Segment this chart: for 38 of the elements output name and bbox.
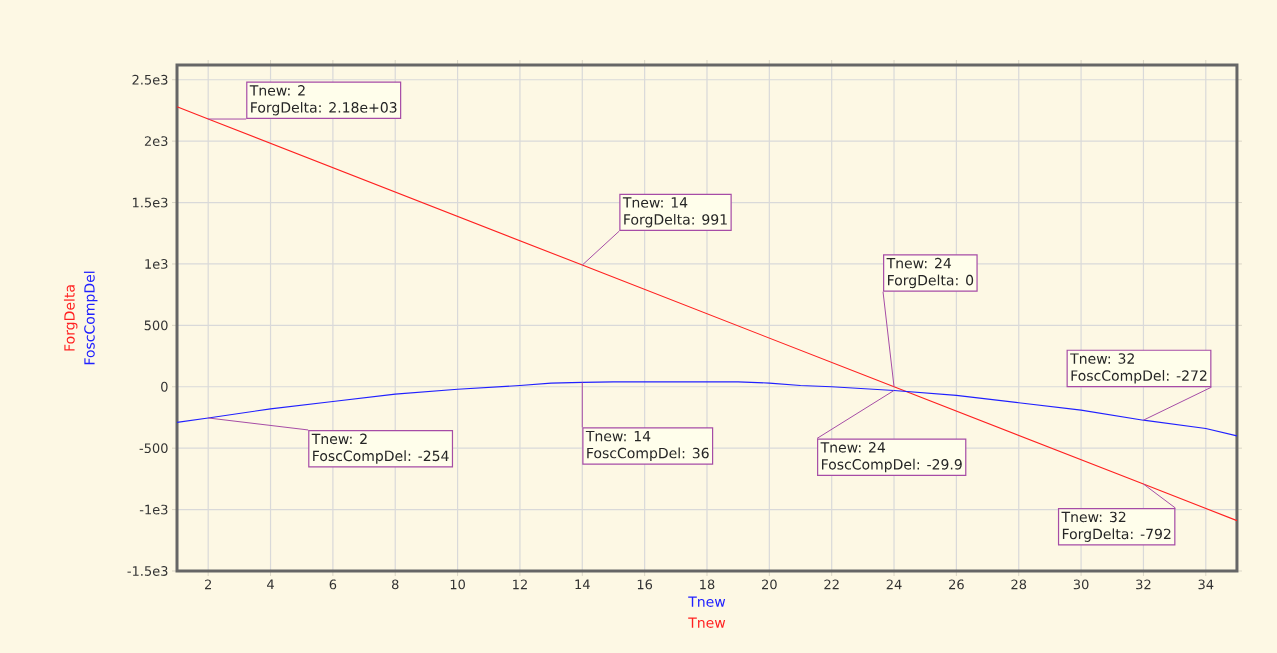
x-tick-label: 22 <box>824 579 839 590</box>
text: FoscCompDel <box>83 271 98 365</box>
x-axis-title: Tnew <box>688 596 726 607</box>
y-tick-label: -1.5e3 <box>127 566 168 576</box>
annotation: Tnew: 24 ForgDelta: 0 <box>886 257 974 289</box>
annotation: Tnew: 32 ForgDelta: -792 <box>1061 511 1171 542</box>
y-tick-label: -500 <box>139 443 168 454</box>
x-tick-label: 4 <box>267 579 274 589</box>
x-tick-label: 14 <box>575 579 590 589</box>
x-tick-label: 26 <box>949 579 964 590</box>
y-tick-label: 0 <box>161 381 168 392</box>
annotation: Tnew: 2 ForgDelta: 2.18e+03 <box>249 85 397 116</box>
annotation: Tnew: 14 ForgDelta: 991 <box>622 197 727 228</box>
y-tick-label: 1.5e3 <box>132 197 168 208</box>
y-tick-label: 2e3 <box>144 136 168 147</box>
x-tick-label: 32 <box>1136 579 1151 590</box>
y-tick-label: -1e3 <box>139 504 168 515</box>
x-tick-label: 34 <box>1198 579 1214 590</box>
x-tick-label: 10 <box>450 579 465 590</box>
x-tick-label: 18 <box>700 579 715 590</box>
y-tick-label: 500 <box>144 320 168 331</box>
annotation: Tnew: 14 FoscCompDel: 36 <box>585 430 709 462</box>
x-tick-label: 30 <box>1073 579 1089 590</box>
annotation: Tnew: 2 FoscCompDel: -254 <box>311 433 449 464</box>
x-tick-label: 2 <box>205 579 212 590</box>
x-tick-label: 28 <box>1011 579 1027 590</box>
text: ForgDelta <box>63 285 78 351</box>
x-tick-label: 24 <box>886 579 902 590</box>
x-tick-label: 6 <box>329 579 337 590</box>
x-tick-label: 8 <box>391 579 399 590</box>
x-tick-label: 12 <box>513 579 527 590</box>
y-tick-label: 2.5e3 <box>132 74 168 85</box>
x-tick-label: 20 <box>762 579 777 590</box>
text: Tnew <box>688 617 726 628</box>
annotation: Tnew: 32 FoscCompDel: -272 <box>1070 353 1207 384</box>
x-tick-label: 16 <box>637 579 653 590</box>
annotation: Tnew: 24 FoscCompDel: -29.9 <box>820 442 962 473</box>
y-tick-label: 1e3 <box>145 259 168 269</box>
